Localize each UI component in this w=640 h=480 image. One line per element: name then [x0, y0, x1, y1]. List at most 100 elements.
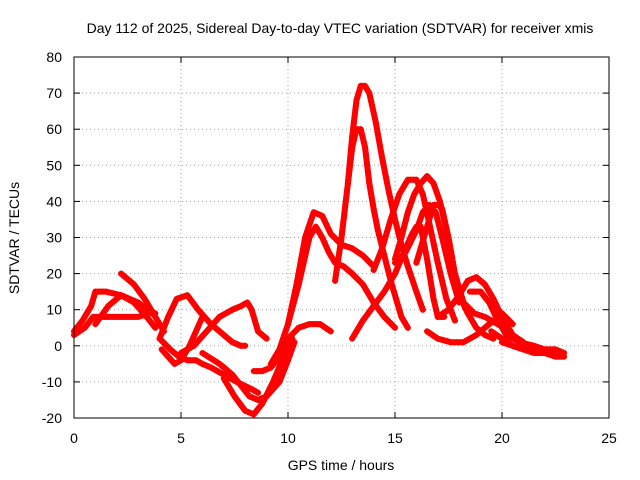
data-point-marker [392, 294, 399, 301]
data-point-marker [382, 255, 389, 262]
data-point-marker [173, 295, 180, 302]
series-line [466, 288, 568, 357]
series-arc-8 [178, 299, 270, 357]
data-point-marker [296, 278, 303, 285]
data-point-marker [430, 295, 437, 302]
data-point-marker [299, 266, 306, 273]
data-point-marker [374, 227, 381, 234]
data-point-marker [403, 257, 410, 264]
data-point-marker [432, 248, 439, 255]
data-point-marker [441, 243, 448, 250]
data-point-marker [289, 304, 296, 311]
data-point-marker [421, 196, 428, 203]
data-point-marker [371, 113, 378, 120]
data-point-marker [436, 226, 443, 233]
data-point-marker [305, 240, 312, 247]
data-point-marker [89, 297, 96, 304]
data-point-marker [384, 266, 391, 273]
data-point-marker [103, 288, 110, 295]
data-point-marker [437, 228, 444, 235]
data-point-marker [375, 230, 382, 237]
data-point-marker [437, 271, 444, 278]
data-point-marker [441, 246, 448, 253]
data-point-marker [291, 298, 298, 305]
data-point-marker [308, 214, 315, 221]
data-point-marker [418, 303, 425, 310]
data-point-marker [305, 223, 312, 230]
data-point-marker [290, 301, 297, 308]
data-point-marker [247, 410, 254, 417]
data-point-marker [390, 208, 397, 215]
data-point-marker [306, 220, 313, 227]
data-point-marker [400, 226, 407, 233]
data-point-marker [403, 214, 410, 221]
data-point-marker [171, 360, 178, 367]
data-point-marker [369, 104, 376, 111]
data-point-marker [191, 332, 198, 339]
data-point-marker [382, 258, 389, 265]
data-point-marker [91, 291, 98, 298]
data-point-marker [451, 270, 458, 277]
data-point-marker [509, 321, 516, 328]
data-point-marker [418, 243, 425, 250]
data-point-marker [245, 408, 252, 415]
data-point-marker [427, 213, 434, 220]
data-point-marker [196, 359, 203, 366]
data-point-marker [438, 336, 445, 343]
series-arc-22 [424, 310, 516, 346]
data-point-marker [275, 364, 282, 371]
y-tick-label: 50 [46, 157, 62, 173]
data-point-marker [248, 306, 255, 313]
data-point-marker [409, 197, 416, 204]
data-point-marker [431, 298, 438, 305]
data-point-marker [282, 329, 289, 336]
data-point-marker [358, 129, 365, 136]
data-point-marker [432, 304, 439, 311]
data-point-marker [442, 249, 449, 256]
data-point-marker [401, 223, 408, 230]
data-point-marker [386, 219, 393, 226]
data-point-marker [394, 227, 401, 234]
data-point-marker [544, 350, 551, 357]
y-axis-label: SDTVAR / TECUs [6, 182, 22, 294]
data-point-marker [390, 288, 397, 295]
data-point-marker [135, 313, 142, 320]
data-point-marker [277, 343, 284, 350]
data-point-marker [411, 283, 418, 290]
data-point-marker [484, 333, 491, 340]
data-point-marker [404, 246, 411, 253]
data-point-marker [393, 267, 400, 274]
data-point-marker [371, 264, 378, 271]
data-point-marker [309, 212, 316, 219]
data-point-marker [260, 397, 267, 404]
data-point-marker [304, 226, 311, 233]
data-point-marker [386, 190, 393, 197]
y-tick-label: 10 [46, 302, 62, 318]
y-tick-label: 70 [46, 85, 62, 101]
data-point-marker [396, 239, 403, 246]
data-point-marker [393, 199, 400, 206]
data-point-marker [414, 224, 421, 231]
data-point-marker [431, 242, 438, 249]
data-point-marker [420, 235, 427, 242]
data-point-marker [464, 277, 471, 284]
data-point-marker [547, 351, 554, 358]
data-point-marker [281, 332, 288, 339]
data-point-marker [404, 263, 411, 270]
data-point-marker [261, 395, 268, 402]
data-point-marker [429, 204, 436, 211]
data-point-marker [479, 313, 486, 320]
data-point-marker [368, 101, 375, 108]
data-point-marker [418, 212, 425, 219]
data-point-marker [443, 295, 450, 302]
x-tick-label: 5 [177, 430, 185, 446]
data-point-marker [471, 310, 478, 317]
data-point-marker [420, 194, 427, 201]
data-point-marker [525, 341, 532, 348]
data-point-marker [303, 322, 310, 329]
x-tick-label: 20 [494, 430, 510, 446]
data-point-marker [283, 326, 290, 333]
data-point-marker [441, 289, 448, 296]
data-point-marker [504, 340, 511, 347]
series-arc-4 [118, 270, 167, 335]
